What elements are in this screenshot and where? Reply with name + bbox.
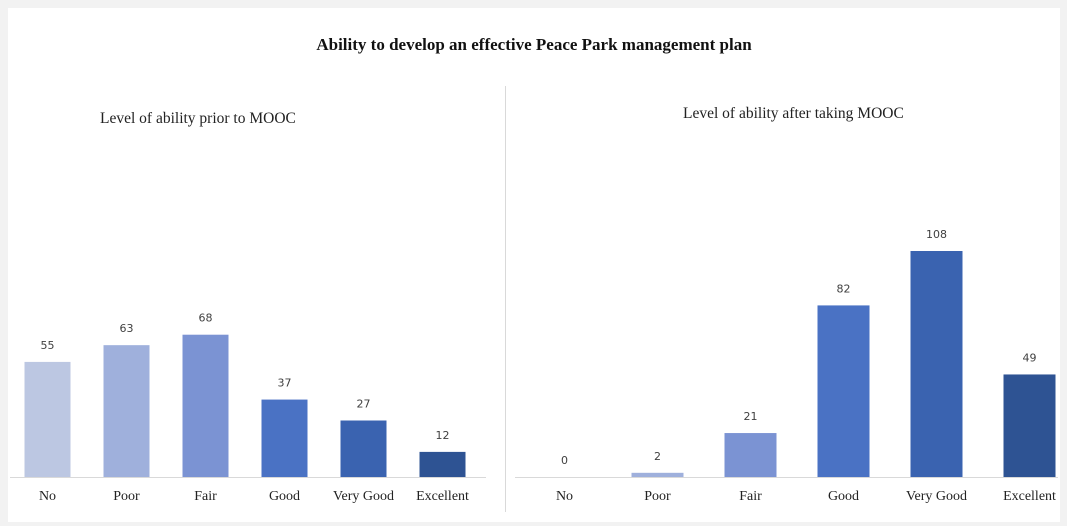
right-category-label: No (556, 489, 573, 504)
left-data-label: 12 (436, 429, 450, 442)
right-data-label: 49 (1023, 351, 1037, 364)
left-bar-fair (182, 334, 229, 477)
right-bar-good (817, 305, 870, 477)
left-bar-chart: 55 No 63 Poor 68 Fair 37 Good 27 Very Good 12 Excel… (10, 312, 486, 504)
panel-divider (505, 86, 506, 512)
right-category-label: Poor (644, 489, 671, 504)
right-bar-chart: 0 No 2 Poor 21 Fair 82 Good 108 Very Good 49 Excell… (515, 228, 1058, 504)
right-category-label: Fair (739, 489, 762, 504)
right-data-label: 21 (744, 410, 758, 423)
chart-card: Ability to develop an effective Peace Pa… (8, 8, 1060, 522)
left-bar-no (24, 361, 71, 477)
right-bar-fair (724, 433, 777, 477)
right-bar-excellent (1003, 374, 1056, 477)
right-category-label: Excellent (1003, 489, 1056, 504)
right-category-label: Good (828, 489, 859, 504)
left-bar-excellent (419, 451, 466, 477)
left-data-label: 68 (199, 312, 213, 325)
right-chart-title: Level of ability after taking MOOC (683, 105, 904, 122)
left-bar-good (261, 399, 308, 477)
right-data-label: 0 (561, 454, 568, 467)
left-category-label: Good (269, 489, 300, 504)
left-data-label: 63 (120, 322, 134, 335)
left-data-label: 55 (41, 339, 55, 352)
charts-svg: 55 No 63 Poor 68 Fair 37 Good 27 Very Good 12 Excel… (10, 228, 1058, 504)
right-data-label: 2 (654, 450, 661, 463)
left-bar-poor (103, 345, 150, 477)
left-category-label: No (39, 489, 56, 504)
left-bar-very-good (340, 420, 387, 477)
left-data-label: 27 (357, 398, 371, 411)
right-bar-poor (631, 472, 684, 477)
left-chart-title: Level of ability prior to MOOC (100, 110, 296, 127)
right-bar-very-good (910, 251, 963, 477)
left-category-label: Poor (113, 489, 140, 504)
right-category-label: Very Good (906, 489, 967, 504)
left-data-label: 37 (278, 377, 292, 390)
right-data-label: 82 (837, 282, 851, 295)
right-data-label: 108 (926, 228, 947, 241)
left-category-label: Fair (194, 489, 217, 504)
left-category-label: Very Good (333, 489, 394, 504)
figure-title: Ability to develop an effective Peace Pa… (316, 35, 752, 54)
left-category-label: Excellent (416, 489, 469, 504)
